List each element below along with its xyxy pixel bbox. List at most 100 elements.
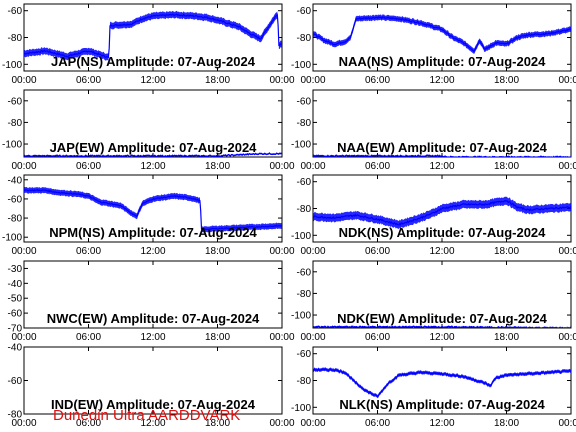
x-tick-label: 00:00: [11, 246, 36, 257]
x-tick-label: 18:00: [205, 75, 230, 86]
y-tick-label: -60: [8, 194, 23, 205]
chart-panel: 00:00 06:00 12:00 18:00 00:00 -40 -60 -80 IND(EW…: [8, 343, 295, 430]
x-tick-label: 18:00: [205, 332, 230, 343]
trace-line: [313, 16, 571, 53]
y-tick-label: -80: [8, 33, 23, 44]
x-tick-label: 12:00: [429, 246, 454, 257]
x-tick-label: 12:00: [429, 418, 454, 429]
y-tick-label: -60: [8, 376, 23, 387]
chart-panel: 00:00 06:00 12:00 18:00 00:00 -60 -80 -100 JAP(E…: [2, 89, 295, 172]
x-tick-label: 06:00: [76, 246, 101, 257]
chart-panel: 00:00 06:00 12:00 18:00 00:00 -30 -40 -50 -60 -70…: [8, 260, 295, 343]
y-tick-label: -100: [291, 60, 311, 71]
y-tick-label: -80: [297, 204, 312, 215]
chart-panel: 00:00 06:00 12:00 18:00 00:00 -60 -80 -100 NDK(E…: [291, 260, 576, 343]
x-tick-label: 00:00: [300, 161, 325, 172]
y-tick-label: -60: [297, 267, 312, 278]
chart-title: NLK(NS) Amplitude: 07-Aug-2024: [339, 397, 545, 412]
trace-band: [24, 10, 282, 61]
x-tick-label: 12:00: [140, 75, 165, 86]
x-tick-label: 00:00: [300, 75, 325, 86]
x-tick-label: 00:00: [269, 418, 294, 429]
y-tick-label: -80: [8, 410, 23, 421]
x-tick-label: 18:00: [205, 246, 230, 257]
x-tick-label: 06:00: [365, 246, 390, 257]
x-tick-label: 00:00: [300, 418, 325, 429]
y-tick-label: -80: [297, 33, 312, 44]
y-tick-label: -40: [8, 279, 23, 290]
x-tick-label: 06:00: [365, 161, 390, 172]
chart-title: JAP(NS) Amplitude: 07-Aug-2024: [51, 54, 256, 69]
chart-title: NWC(EW) Amplitude: 07-Aug-2024: [47, 311, 260, 326]
chart-panel: 00:00 06:00 12:00 18:00 00:00 -60 -80 -100 JAP(N…: [2, 3, 295, 86]
y-tick-label: -50: [8, 294, 23, 305]
y-tick-label: -100: [291, 311, 311, 322]
x-tick-label: 00:00: [300, 246, 325, 257]
y-tick-label: -100: [2, 140, 22, 151]
x-tick-label: 00:00: [558, 246, 576, 257]
chart-panel: 00:00 06:00 12:00 18:00 00:00 -60 -80 -100 NDK(N…: [291, 174, 576, 257]
trace-line: [24, 152, 282, 157]
y-tick-label: -80: [8, 214, 23, 225]
x-tick-label: 00:00: [269, 246, 294, 257]
y-tick-label: -60: [8, 309, 23, 320]
y-tick-label: -40: [8, 175, 23, 186]
trace-line: [313, 199, 571, 226]
trace-line: [24, 13, 282, 59]
trace-line: [24, 189, 282, 231]
x-tick-label: 06:00: [76, 332, 101, 343]
y-tick-label: -60: [297, 6, 312, 17]
y-tick-label: -100: [291, 140, 311, 151]
chart-title: JAP(EW) Amplitude: 07-Aug-2024: [50, 140, 258, 155]
y-tick-label: -80: [297, 289, 312, 300]
chart-panel: 00:00 06:00 12:00 18:00 00:00 -40 -60 -80 -100 NP…: [2, 174, 295, 257]
x-tick-label: 18:00: [494, 246, 519, 257]
x-tick-label: 18:00: [494, 332, 519, 343]
y-tick-label: -70: [8, 324, 23, 335]
trace-line: [313, 325, 571, 328]
x-tick-label: 00:00: [269, 332, 294, 343]
x-tick-label: 06:00: [365, 332, 390, 343]
trace-band: [24, 186, 282, 233]
x-tick-label: 00:00: [11, 418, 36, 429]
y-tick-label: -80: [8, 118, 23, 129]
x-tick-label: 00:00: [11, 161, 36, 172]
x-tick-label: 12:00: [429, 332, 454, 343]
trace-line: [313, 367, 571, 398]
chart-title: NAA(NS) Amplitude: 07-Aug-2024: [339, 54, 547, 69]
x-tick-label: 00:00: [11, 332, 36, 343]
x-tick-label: 06:00: [76, 161, 101, 172]
x-tick-label: 18:00: [494, 75, 519, 86]
y-tick-label: -100: [2, 233, 22, 244]
x-tick-label: 00:00: [269, 161, 294, 172]
x-tick-label: 00:00: [558, 161, 576, 172]
chart-title: NAA(EW) Amplitude: 07-Aug-2024: [337, 140, 547, 155]
x-tick-label: 00:00: [300, 332, 325, 343]
trace-band: [313, 367, 571, 399]
x-tick-label: 12:00: [429, 161, 454, 172]
x-tick-label: 06:00: [76, 75, 101, 86]
x-tick-label: 00:00: [11, 75, 36, 86]
x-tick-label: 00:00: [558, 75, 576, 86]
x-tick-label: 12:00: [140, 246, 165, 257]
x-tick-label: 06:00: [365, 418, 390, 429]
y-tick-label: -60: [297, 349, 312, 360]
y-tick-label: -60: [8, 96, 23, 107]
chart-title: NPM(NS) Amplitude: 07-Aug-2024: [49, 225, 257, 240]
y-tick-label: -80: [297, 118, 312, 129]
x-tick-label: 12:00: [140, 161, 165, 172]
x-tick-label: 18:00: [205, 418, 230, 429]
y-tick-label: -60: [297, 96, 312, 107]
y-tick-label: -30: [8, 264, 23, 275]
chart-title: IND(EW) Amplitude: 07-Aug-2024: [51, 397, 256, 412]
chart-panel: 00:00 06:00 12:00 18:00 00:00 -60 -80 -100 NAA(N…: [291, 3, 576, 86]
chart-panel: 00:00 06:00 12:00 18:00 00:00 -60 -80 -100 NAA(E…: [291, 89, 576, 172]
x-tick-label: 06:00: [365, 75, 390, 86]
y-tick-label: -60: [297, 177, 312, 188]
chart-panel: 00:00 06:00 12:00 18:00 00:00 -60 -80 -100 NLK(N…: [291, 346, 576, 429]
x-tick-label: 12:00: [429, 75, 454, 86]
y-tick-label: -100: [2, 60, 22, 71]
x-tick-label: 18:00: [205, 161, 230, 172]
x-tick-label: 00:00: [558, 418, 576, 429]
